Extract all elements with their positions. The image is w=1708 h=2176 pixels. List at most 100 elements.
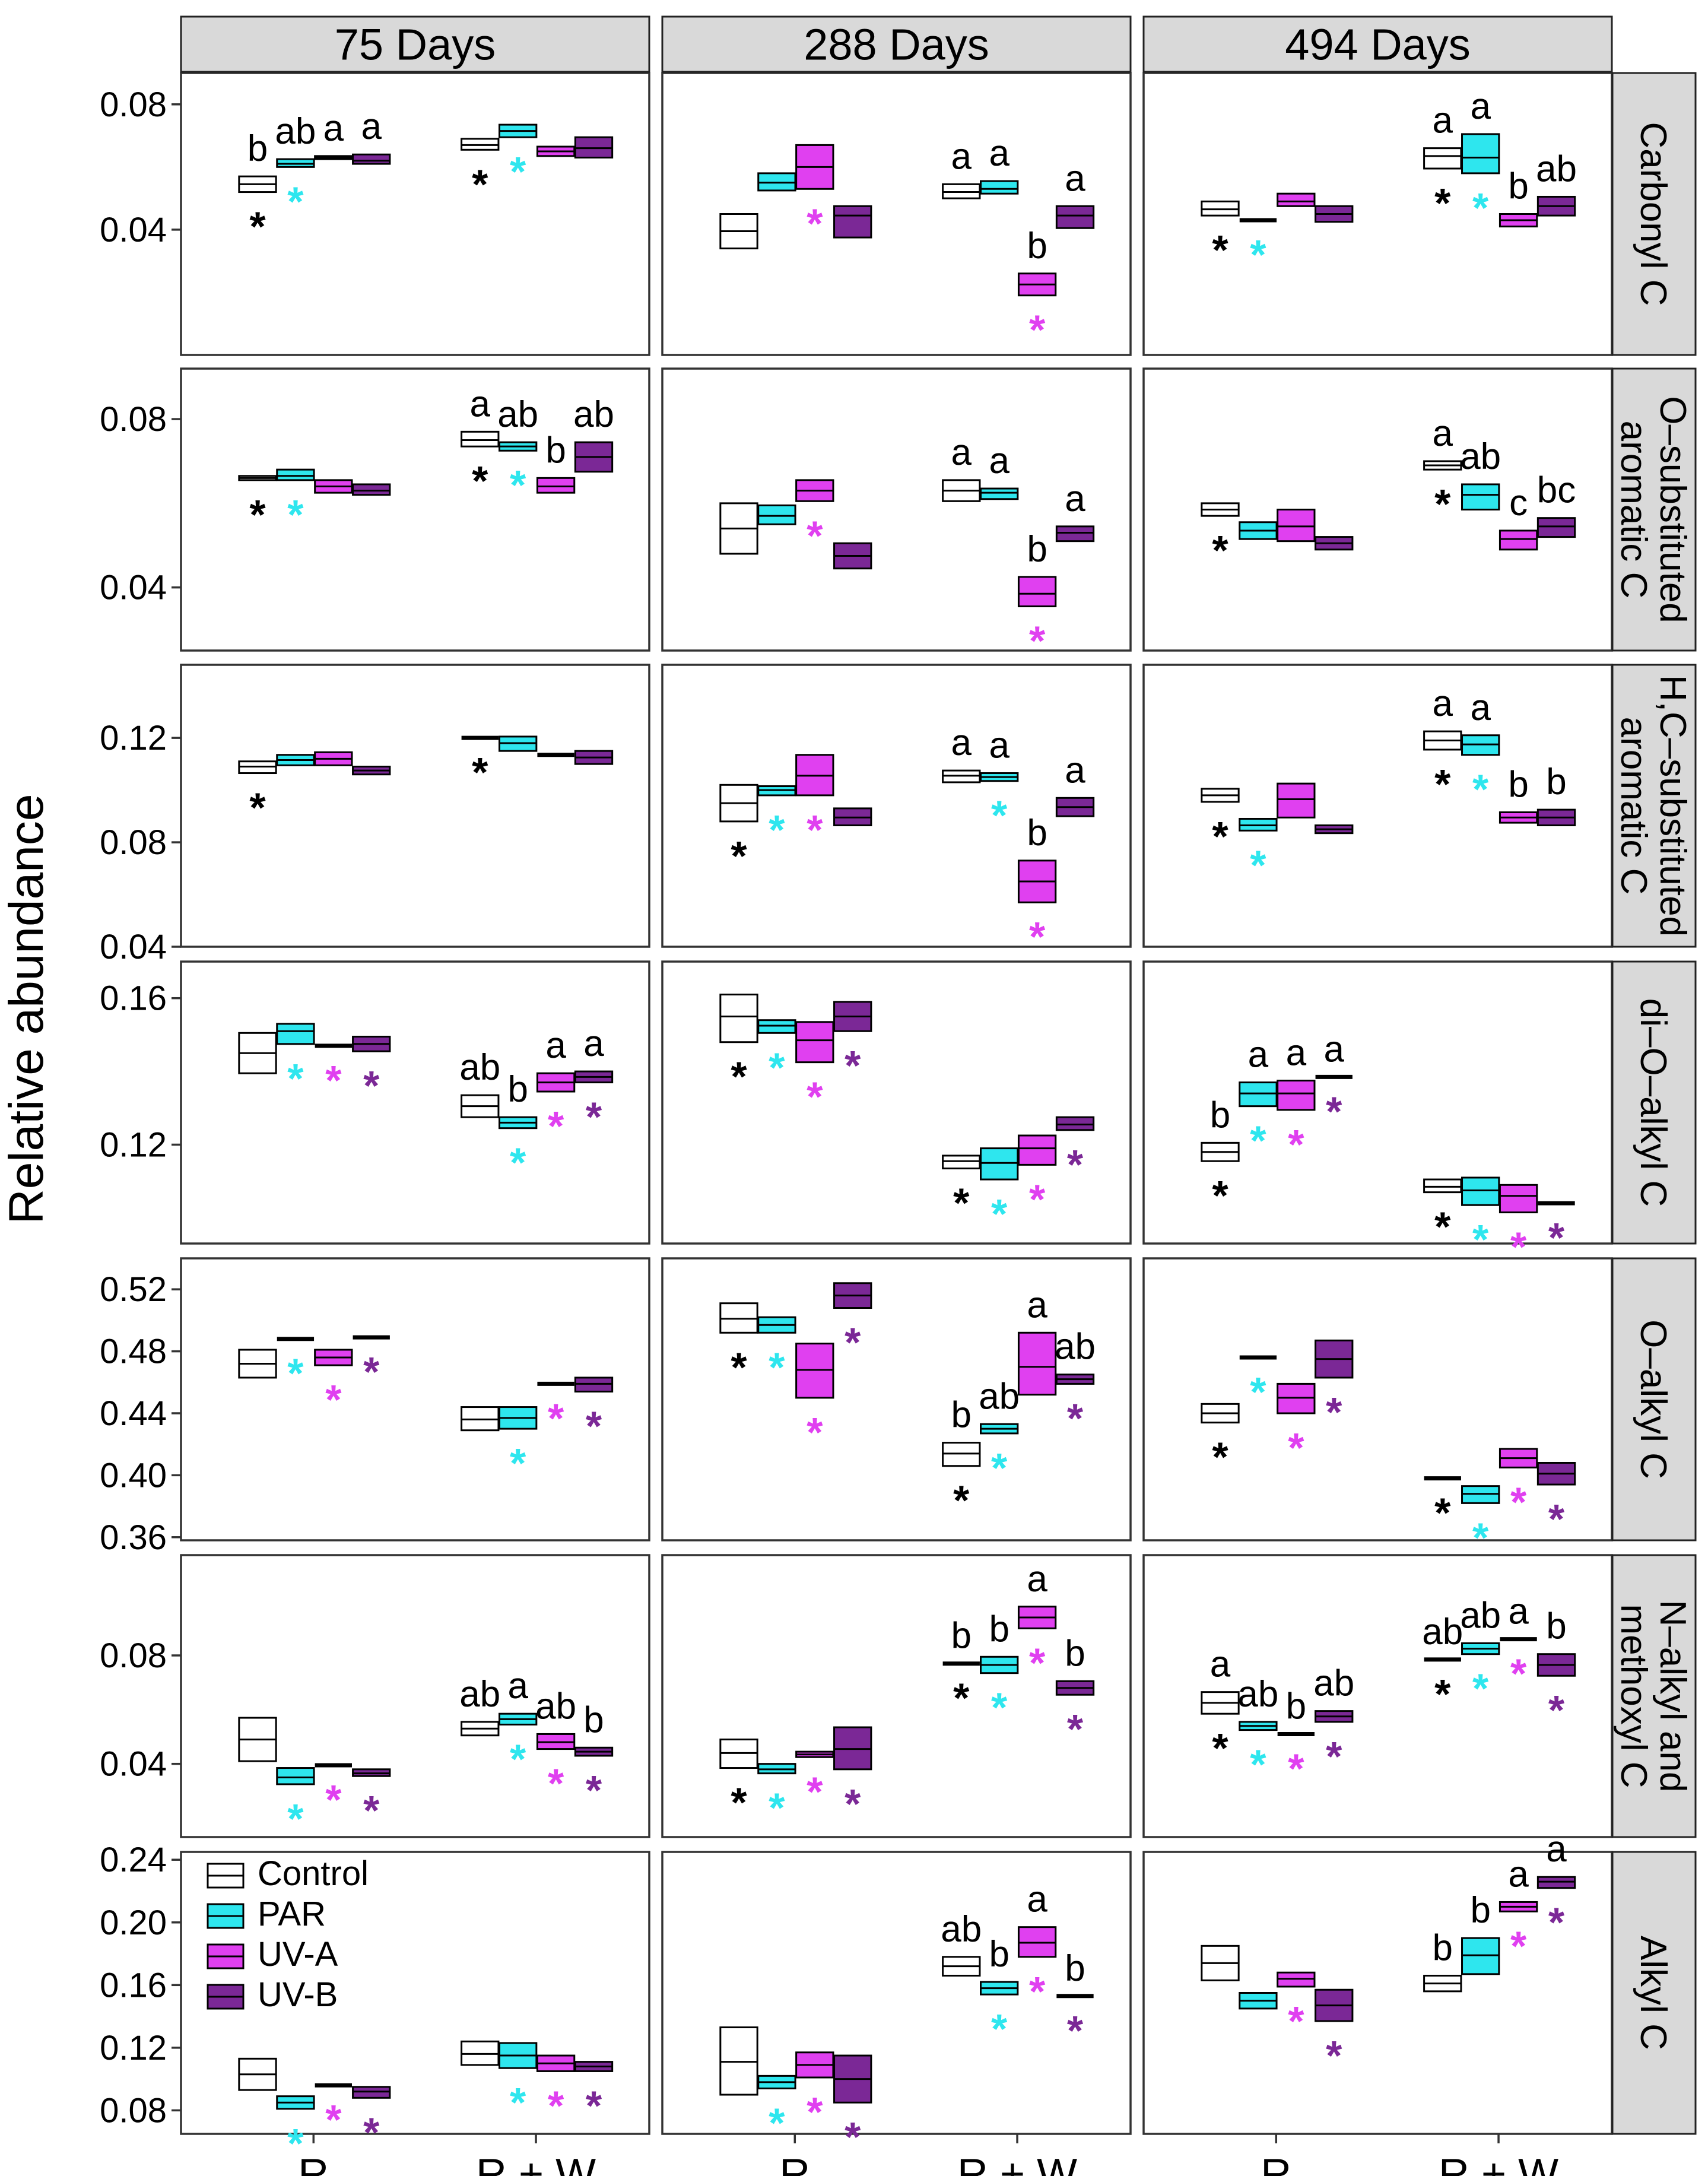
y-tick-label: 0.16 [100, 1966, 167, 2004]
significance-letter: a [1065, 750, 1085, 791]
crossbar-par-r-w [980, 487, 1019, 500]
significance-star: * [287, 1350, 304, 1397]
significance-letter: ab [1460, 436, 1501, 477]
significance-letter: b [247, 128, 268, 169]
panel-grid: 0.040.08b*ab*a a* **a ab*a* *a*a* b ab0.040.08… [100, 72, 1613, 2176]
facet-strip-label: 494 Days [1285, 20, 1471, 69]
significance-letter: b [1065, 1633, 1085, 1674]
crossbar-uv-a-r [1277, 782, 1316, 819]
significance-letter: a [1508, 1591, 1529, 1632]
significance-star: * [586, 1094, 602, 1140]
legend-label: PAR [258, 1895, 326, 1933]
significance-letter: a [1027, 1879, 1047, 1920]
y-tick-label: 0.08 [100, 2091, 167, 2130]
significance-star: * [1212, 1434, 1228, 1480]
significance-star: * [1029, 618, 1046, 664]
significance-star: * [1434, 1204, 1451, 1250]
y-tick-label: 0.08 [100, 85, 167, 124]
crossbar-par-r-w [1461, 1176, 1500, 1206]
significance-letter: b [989, 1934, 1009, 1975]
significance-star: * [769, 2099, 785, 2146]
significance-letter: a [507, 1666, 528, 1706]
significance-letter: ab [941, 1909, 982, 1950]
significance-letter: a [1470, 687, 1491, 728]
significance-star: * [1472, 1666, 1489, 1712]
significance-star: * [807, 1768, 823, 1815]
significance-star: * [953, 1477, 970, 1524]
row-strip-label: O–substituted [1652, 396, 1693, 623]
panel-alkyl-c-288-days: * **abb*a* b*R R + W [661, 1851, 1132, 2176]
significance-star: * [1434, 180, 1451, 226]
significance-star: * [1510, 1651, 1527, 1697]
crossbar-par-r [276, 1023, 315, 1045]
crossbar-uv-a-r-w [536, 477, 576, 494]
panel-h-c-substituted-aromatic-c-494-days: * * a * a * b b [1142, 664, 1613, 948]
significance-letter: b [545, 430, 566, 471]
significance-letter: b [1286, 1686, 1306, 1727]
significance-star: * [249, 491, 266, 538]
significance-star: * [845, 2114, 861, 2160]
significance-star: * [1212, 1172, 1228, 1219]
significance-letter: ab [459, 1674, 500, 1715]
y-tick-label: 0.24 [100, 1841, 167, 1879]
significance-star: * [363, 2109, 380, 2155]
significance-letter: ab [1313, 1663, 1354, 1704]
significance-star: * [510, 1736, 526, 1782]
crossbar-par-r [757, 504, 796, 525]
row-strip-h-c-substituted-aromatic-c [1611, 664, 1697, 948]
significance-letter: a [1508, 1854, 1529, 1895]
crossbar-uv-b-r-w [1536, 517, 1576, 538]
significance-star: * [363, 1787, 380, 1834]
significance-letter: ab [535, 1686, 576, 1727]
significance-letter: b [951, 1616, 972, 1657]
significance-letter: a [1433, 100, 1453, 141]
crossbar-par-r-w [1461, 483, 1500, 511]
significance-letter: ab [1536, 148, 1577, 189]
y-tick-label: 0.04 [100, 569, 167, 607]
y-tick-label: 0.04 [100, 1745, 167, 1784]
crossbar-uv-a-r-w [1017, 576, 1057, 608]
panel-frame [180, 72, 650, 356]
y-tick-label: 0.48 [100, 1333, 167, 1371]
significance-star: * [1212, 527, 1228, 573]
crossbar-par-r-w [980, 180, 1019, 195]
significance-letter: ab [459, 1047, 500, 1088]
panel-frame [661, 1257, 1132, 1541]
significance-star: * [731, 833, 747, 879]
significance-letter: a [1065, 158, 1085, 199]
significance-letter: b [1210, 1095, 1230, 1135]
panel-frame [1142, 664, 1613, 948]
facet-strip-288-days [661, 15, 1132, 73]
significance-star: * [807, 807, 823, 853]
panel-frame [180, 1554, 650, 1838]
significance-letter: a [1065, 478, 1085, 519]
panel-carbonyl-c-494-days: * * a * a * b ab [1142, 72, 1613, 356]
row-strip-alkyl-c [1611, 1851, 1697, 2135]
crossbar-par-r [1239, 1081, 1278, 1108]
significance-star: * [991, 2006, 1008, 2052]
significance-star: * [1029, 913, 1046, 960]
panel-di-o-alkyl-c-288-days: * * * * * * * * [661, 960, 1132, 1245]
y-tick-label: 0.08 [100, 1636, 167, 1675]
significance-letter: bc [1537, 470, 1576, 511]
significance-letter: a [1248, 1035, 1269, 1076]
row-strip-label: aromatic C [1613, 421, 1654, 599]
significance-letter: a [1027, 1284, 1047, 1325]
panel-n-alkyl-and-methoxyl-c-288-days: * * * * b * b * a * b * [661, 1554, 1132, 1838]
facet-strip-494-days [1142, 15, 1613, 73]
significance-letter: a [1027, 1559, 1047, 1600]
crossbar-uv-b-r [833, 205, 872, 239]
significance-letter: b [1027, 529, 1047, 570]
row-strip-label: O–alkyl C [1633, 1319, 1674, 1479]
significance-star: * [1029, 307, 1046, 353]
row-strip-label: Carbonyl C [1633, 122, 1674, 306]
significance-star: * [548, 1395, 564, 1441]
significance-star: * [1326, 1389, 1342, 1435]
panel-frame [1142, 1257, 1613, 1541]
significance-star: * [1326, 2032, 1342, 2079]
legend-label: Control [258, 1854, 369, 1893]
significance-star: * [845, 1319, 861, 1366]
significance-star: * [325, 1777, 342, 1823]
row-strip-label: Alkyl C [1633, 1936, 1674, 2050]
